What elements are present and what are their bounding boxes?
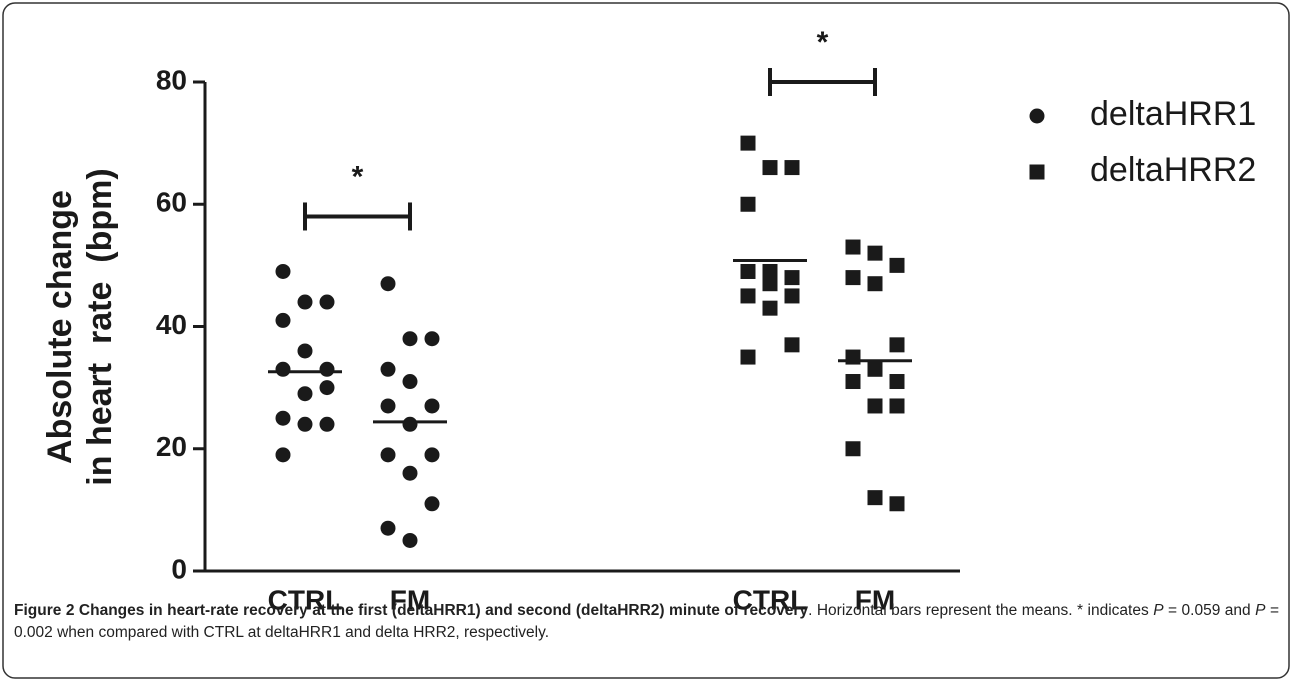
y-tick-label: 20	[156, 431, 187, 462]
point	[297, 294, 313, 310]
point	[402, 374, 418, 390]
y-tick-label: 60	[156, 187, 187, 218]
point	[762, 160, 778, 176]
point	[380, 447, 396, 463]
point	[889, 496, 905, 512]
point	[845, 374, 861, 390]
y-axis-label: in heart rate (bpm)	[81, 168, 119, 485]
point	[380, 520, 396, 536]
point	[889, 257, 905, 273]
point	[275, 263, 291, 279]
point	[319, 380, 335, 396]
point	[784, 270, 800, 286]
point	[402, 416, 418, 432]
caption-text: = 0.059 and	[1163, 602, 1256, 619]
x-tick-label: FM	[855, 584, 895, 615]
x-tick-label: CTRL	[268, 584, 343, 615]
y-tick-label: 80	[156, 64, 187, 95]
point	[867, 490, 883, 506]
caption-text: = 0.002 when compared with CTRL at delta…	[14, 602, 1280, 641]
legend-marker	[1029, 108, 1045, 124]
point	[275, 410, 291, 426]
point	[784, 160, 800, 176]
point	[889, 337, 905, 353]
legend-label: deltaHRR1	[1090, 95, 1256, 133]
point	[762, 300, 778, 316]
point	[845, 270, 861, 286]
point	[275, 361, 291, 377]
point	[424, 398, 440, 414]
point	[402, 532, 418, 548]
point	[867, 398, 883, 414]
point	[889, 398, 905, 414]
point	[845, 349, 861, 365]
caption-text: . Horizontal bars represent the means. *…	[808, 602, 1154, 619]
point	[380, 276, 396, 292]
point	[297, 386, 313, 402]
legend-label: deltaHRR2	[1090, 151, 1256, 189]
point	[424, 331, 440, 347]
point	[275, 312, 291, 328]
point	[297, 416, 313, 432]
point	[424, 496, 440, 512]
significance: *	[352, 160, 364, 193]
y-axis-label: Absolute change	[41, 190, 79, 464]
y-tick-label: 0	[171, 553, 187, 584]
caption-text: P	[1255, 602, 1266, 619]
point	[784, 288, 800, 304]
legend-marker	[1029, 164, 1045, 180]
caption-title: Figure 2 Changes in heart-rate recovery …	[14, 602, 809, 619]
point	[275, 447, 291, 463]
point	[740, 196, 756, 212]
point	[380, 398, 396, 414]
point	[319, 416, 335, 432]
point	[297, 343, 313, 359]
point	[424, 447, 440, 463]
significance: *	[817, 26, 829, 59]
point	[740, 263, 756, 279]
point	[762, 276, 778, 292]
point	[889, 374, 905, 390]
point	[867, 276, 883, 292]
caption: Figure 2 Changes in heart-rate recovery …	[14, 600, 1279, 644]
point	[762, 263, 778, 279]
point	[319, 361, 335, 377]
point	[402, 465, 418, 481]
point	[867, 361, 883, 377]
y-tick-label: 40	[156, 309, 187, 340]
x-tick-label: CTRL	[733, 584, 808, 615]
point	[740, 349, 756, 365]
point	[380, 361, 396, 377]
point	[845, 441, 861, 457]
caption-text: P	[1153, 602, 1164, 619]
point	[740, 288, 756, 304]
x-tick-label: FM	[390, 584, 430, 615]
point	[319, 294, 335, 310]
point	[740, 135, 756, 151]
point	[845, 239, 861, 255]
point	[867, 245, 883, 261]
point	[784, 337, 800, 353]
point	[402, 331, 418, 347]
